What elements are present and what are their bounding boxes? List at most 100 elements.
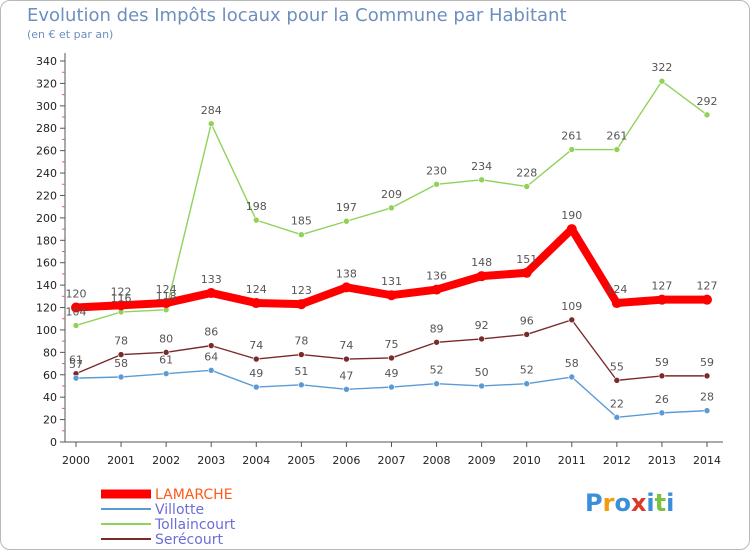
data-point bbox=[568, 373, 576, 381]
data-point bbox=[71, 302, 81, 313]
data-point bbox=[703, 111, 711, 119]
data-label: 292 bbox=[697, 95, 718, 108]
x-tick-label: 2004 bbox=[242, 454, 270, 467]
data-label: 124 bbox=[246, 283, 267, 296]
data-point bbox=[251, 298, 262, 309]
data-point bbox=[523, 331, 531, 338]
data-point bbox=[613, 377, 621, 384]
y-tick-label: 200 bbox=[36, 212, 57, 225]
data-point bbox=[476, 271, 487, 282]
data-label: 61 bbox=[159, 354, 173, 367]
data-label: 209 bbox=[381, 188, 402, 201]
data-point bbox=[162, 370, 170, 377]
data-label: 124 bbox=[156, 283, 177, 296]
data-label: 198 bbox=[246, 200, 267, 213]
data-label: 28 bbox=[700, 391, 714, 404]
data-label: 61 bbox=[69, 354, 83, 367]
data-label: 58 bbox=[114, 357, 128, 370]
data-label: 92 bbox=[475, 319, 489, 332]
logo-letter: t bbox=[654, 489, 667, 517]
data-label: 74 bbox=[339, 339, 353, 352]
data-point bbox=[656, 294, 667, 305]
data-label: 261 bbox=[606, 130, 627, 143]
data-point bbox=[613, 146, 621, 153]
data-label: 89 bbox=[430, 322, 444, 335]
data-label: 51 bbox=[294, 365, 308, 378]
data-point bbox=[478, 176, 485, 184]
x-tick-label: 2005 bbox=[287, 454, 315, 467]
x-tick-label: 2012 bbox=[603, 454, 631, 467]
data-point bbox=[703, 372, 711, 380]
data-point bbox=[252, 383, 260, 391]
data-point bbox=[207, 120, 215, 128]
data-label: 322 bbox=[651, 61, 672, 74]
legend-label: Tollaincourt bbox=[154, 517, 236, 533]
data-point bbox=[433, 338, 440, 346]
chart-subtitle: (en € et par an) bbox=[27, 28, 114, 41]
data-point bbox=[298, 231, 305, 238]
data-point bbox=[341, 282, 352, 293]
data-point bbox=[433, 380, 440, 388]
data-label: 133 bbox=[201, 273, 222, 286]
data-label: 127 bbox=[697, 280, 718, 293]
data-label: 55 bbox=[610, 360, 624, 373]
data-label: 124 bbox=[606, 283, 627, 296]
x-tick-label: 2006 bbox=[332, 454, 360, 467]
data-point bbox=[431, 284, 442, 295]
data-point bbox=[117, 373, 125, 381]
x-tick-label: 2008 bbox=[423, 454, 451, 467]
data-point bbox=[658, 409, 666, 417]
data-label: 86 bbox=[204, 326, 218, 339]
y-tick-label: 260 bbox=[36, 145, 57, 158]
data-point bbox=[388, 383, 395, 391]
y-tick-label: 240 bbox=[36, 167, 57, 180]
data-point bbox=[523, 183, 531, 190]
data-point bbox=[702, 294, 712, 305]
logo-letter: i bbox=[666, 489, 675, 517]
x-tick-label: 2007 bbox=[378, 454, 406, 467]
data-label: 26 bbox=[655, 393, 669, 406]
data-point bbox=[433, 180, 440, 188]
proxiti-logo: Proxiti bbox=[585, 489, 674, 517]
data-label: 148 bbox=[471, 256, 492, 269]
data-point bbox=[343, 386, 350, 393]
data-label: 96 bbox=[520, 314, 534, 327]
data-point bbox=[568, 146, 576, 153]
data-point bbox=[523, 380, 531, 388]
data-point bbox=[296, 299, 307, 310]
logo-letter: r bbox=[602, 489, 615, 517]
y-tick-label: 280 bbox=[36, 122, 57, 135]
data-label: 49 bbox=[249, 367, 263, 380]
data-label: 284 bbox=[201, 104, 222, 117]
data-label: 47 bbox=[339, 369, 353, 382]
data-label: 74 bbox=[249, 339, 263, 352]
x-tick-label: 2002 bbox=[152, 454, 180, 467]
data-label: 59 bbox=[700, 356, 714, 369]
data-point bbox=[207, 342, 215, 349]
x-tick-label: 2010 bbox=[513, 454, 541, 467]
data-label: 50 bbox=[475, 366, 489, 379]
y-tick-label: 320 bbox=[36, 77, 57, 90]
legend-label: LAMARCHE bbox=[155, 487, 233, 503]
data-point bbox=[343, 217, 350, 225]
data-point bbox=[343, 355, 350, 363]
data-label: 228 bbox=[516, 167, 537, 180]
data-label: 49 bbox=[385, 367, 399, 380]
data-label: 75 bbox=[385, 338, 399, 351]
data-label: 59 bbox=[655, 356, 669, 369]
y-tick-label: 40 bbox=[43, 391, 57, 404]
data-label: 230 bbox=[426, 164, 447, 177]
data-point bbox=[703, 407, 711, 414]
legend-label: Villotte bbox=[155, 502, 204, 518]
x-tick-label: 2001 bbox=[107, 454, 135, 467]
data-point bbox=[117, 351, 125, 358]
data-point bbox=[72, 322, 80, 329]
logo-letter: i bbox=[646, 489, 655, 517]
data-point bbox=[206, 287, 217, 298]
y-tick-label: 0 bbox=[50, 436, 57, 449]
x-tick-label: 2000 bbox=[62, 454, 90, 467]
data-point bbox=[611, 298, 622, 309]
data-label: 52 bbox=[520, 364, 534, 377]
